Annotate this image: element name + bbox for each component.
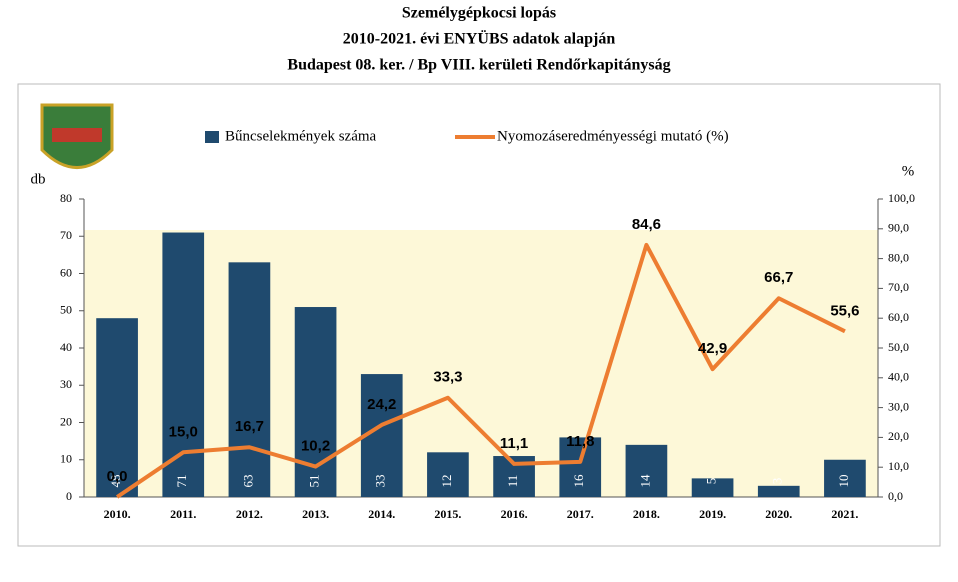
bar-value-label: 10 (836, 475, 851, 488)
line-value-label: 15,0 (169, 423, 198, 440)
y-tick-label: 50 (60, 303, 72, 317)
background-panel (84, 230, 878, 497)
y2-axis-label: % (902, 163, 915, 179)
line-value-label: 0,0 (107, 468, 128, 485)
chart-title: Személygépkocsi lopás (402, 5, 556, 22)
x-tick-label: 2017. (567, 507, 594, 521)
y2-tick-label: 60,0 (888, 310, 909, 324)
y-tick-label: 10 (60, 452, 72, 466)
line-value-label: 33,3 (433, 369, 462, 386)
bar (625, 444, 668, 497)
y2-tick-label: 0,0 (888, 489, 903, 503)
y-tick-label: 40 (60, 340, 72, 354)
x-tick-label: 2021. (831, 507, 858, 521)
bar-value-label: 3 (770, 478, 785, 485)
x-tick-label: 2015. (434, 507, 461, 521)
bar (96, 318, 138, 497)
y2-tick-label: 30,0 (888, 399, 909, 413)
x-tick-label: 2014. (368, 507, 395, 521)
bar-value-label: 71 (174, 475, 189, 488)
x-tick-label: 2018. (633, 507, 660, 521)
bar (559, 437, 602, 497)
y2-tick-label: 100,0 (888, 191, 915, 205)
legend-label: Bűncselekmények száma (225, 128, 377, 144)
line-value-label: 11,1 (500, 435, 528, 452)
bar (757, 485, 800, 497)
bar-value-label: 48 (108, 475, 123, 488)
y2-tick-label: 70,0 (888, 280, 909, 294)
line-value-label: 11,8 (566, 433, 594, 450)
bar-value-label: 11 (505, 475, 520, 488)
line-value-label: 10,2 (301, 438, 330, 455)
line-value-label: 24,2 (367, 396, 396, 413)
x-tick-label: 2010. (104, 507, 131, 521)
bar (162, 232, 205, 497)
y-tick-label: 30 (60, 377, 72, 391)
x-tick-label: 2011. (170, 507, 196, 521)
x-tick-label: 2012. (236, 507, 263, 521)
y-axis-label: db (31, 171, 46, 187)
x-tick-label: 2013. (302, 507, 329, 521)
chart-subtitle: 2010-2021. évi ENYÜBS adatok alapján (343, 30, 616, 48)
bar-value-label: 63 (240, 475, 255, 488)
y2-tick-label: 50,0 (888, 340, 909, 354)
bar-value-label: 12 (439, 475, 454, 488)
bar (228, 262, 271, 497)
bar-value-label: 51 (307, 475, 322, 488)
y2-tick-label: 40,0 (888, 370, 909, 384)
legend-label: Nyomozáseredményességi mutató (%) (497, 128, 729, 144)
y-tick-label: 70 (60, 228, 72, 242)
bar-value-label: 5 (704, 478, 719, 485)
bar-value-label: 14 (637, 474, 652, 488)
line-value-label: 84,6 (632, 216, 661, 233)
y-tick-label: 20 (60, 414, 72, 428)
line-value-label: 42,9 (698, 340, 727, 357)
line-value-label: 66,7 (764, 269, 793, 286)
bar (824, 459, 866, 497)
bar (691, 478, 734, 497)
bar-value-label: 16 (571, 474, 586, 488)
y2-tick-label: 90,0 (888, 221, 909, 235)
y-tick-label: 0 (66, 489, 72, 503)
logo (40, 103, 114, 169)
line (115, 242, 846, 499)
y2-tick-label: 10,0 (888, 459, 909, 473)
line-value-label: 55,6 (830, 302, 859, 319)
line-value-label: 16,7 (235, 418, 264, 435)
x-tick-label: 2019. (699, 507, 726, 521)
bar (427, 452, 469, 497)
x-tick-label: 2016. (501, 507, 528, 521)
bar-value-label: 33 (373, 475, 388, 488)
legend-swatch (205, 131, 219, 143)
y-tick-label: 80 (60, 191, 72, 205)
y-tick-label: 60 (60, 265, 72, 279)
y2-tick-label: 20,0 (888, 429, 909, 443)
x-tick-label: 2020. (765, 507, 792, 521)
chart-subtitle: Budapest 08. ker. / Bp VIII. kerületi Re… (287, 57, 670, 74)
y2-tick-label: 80,0 (888, 250, 909, 264)
